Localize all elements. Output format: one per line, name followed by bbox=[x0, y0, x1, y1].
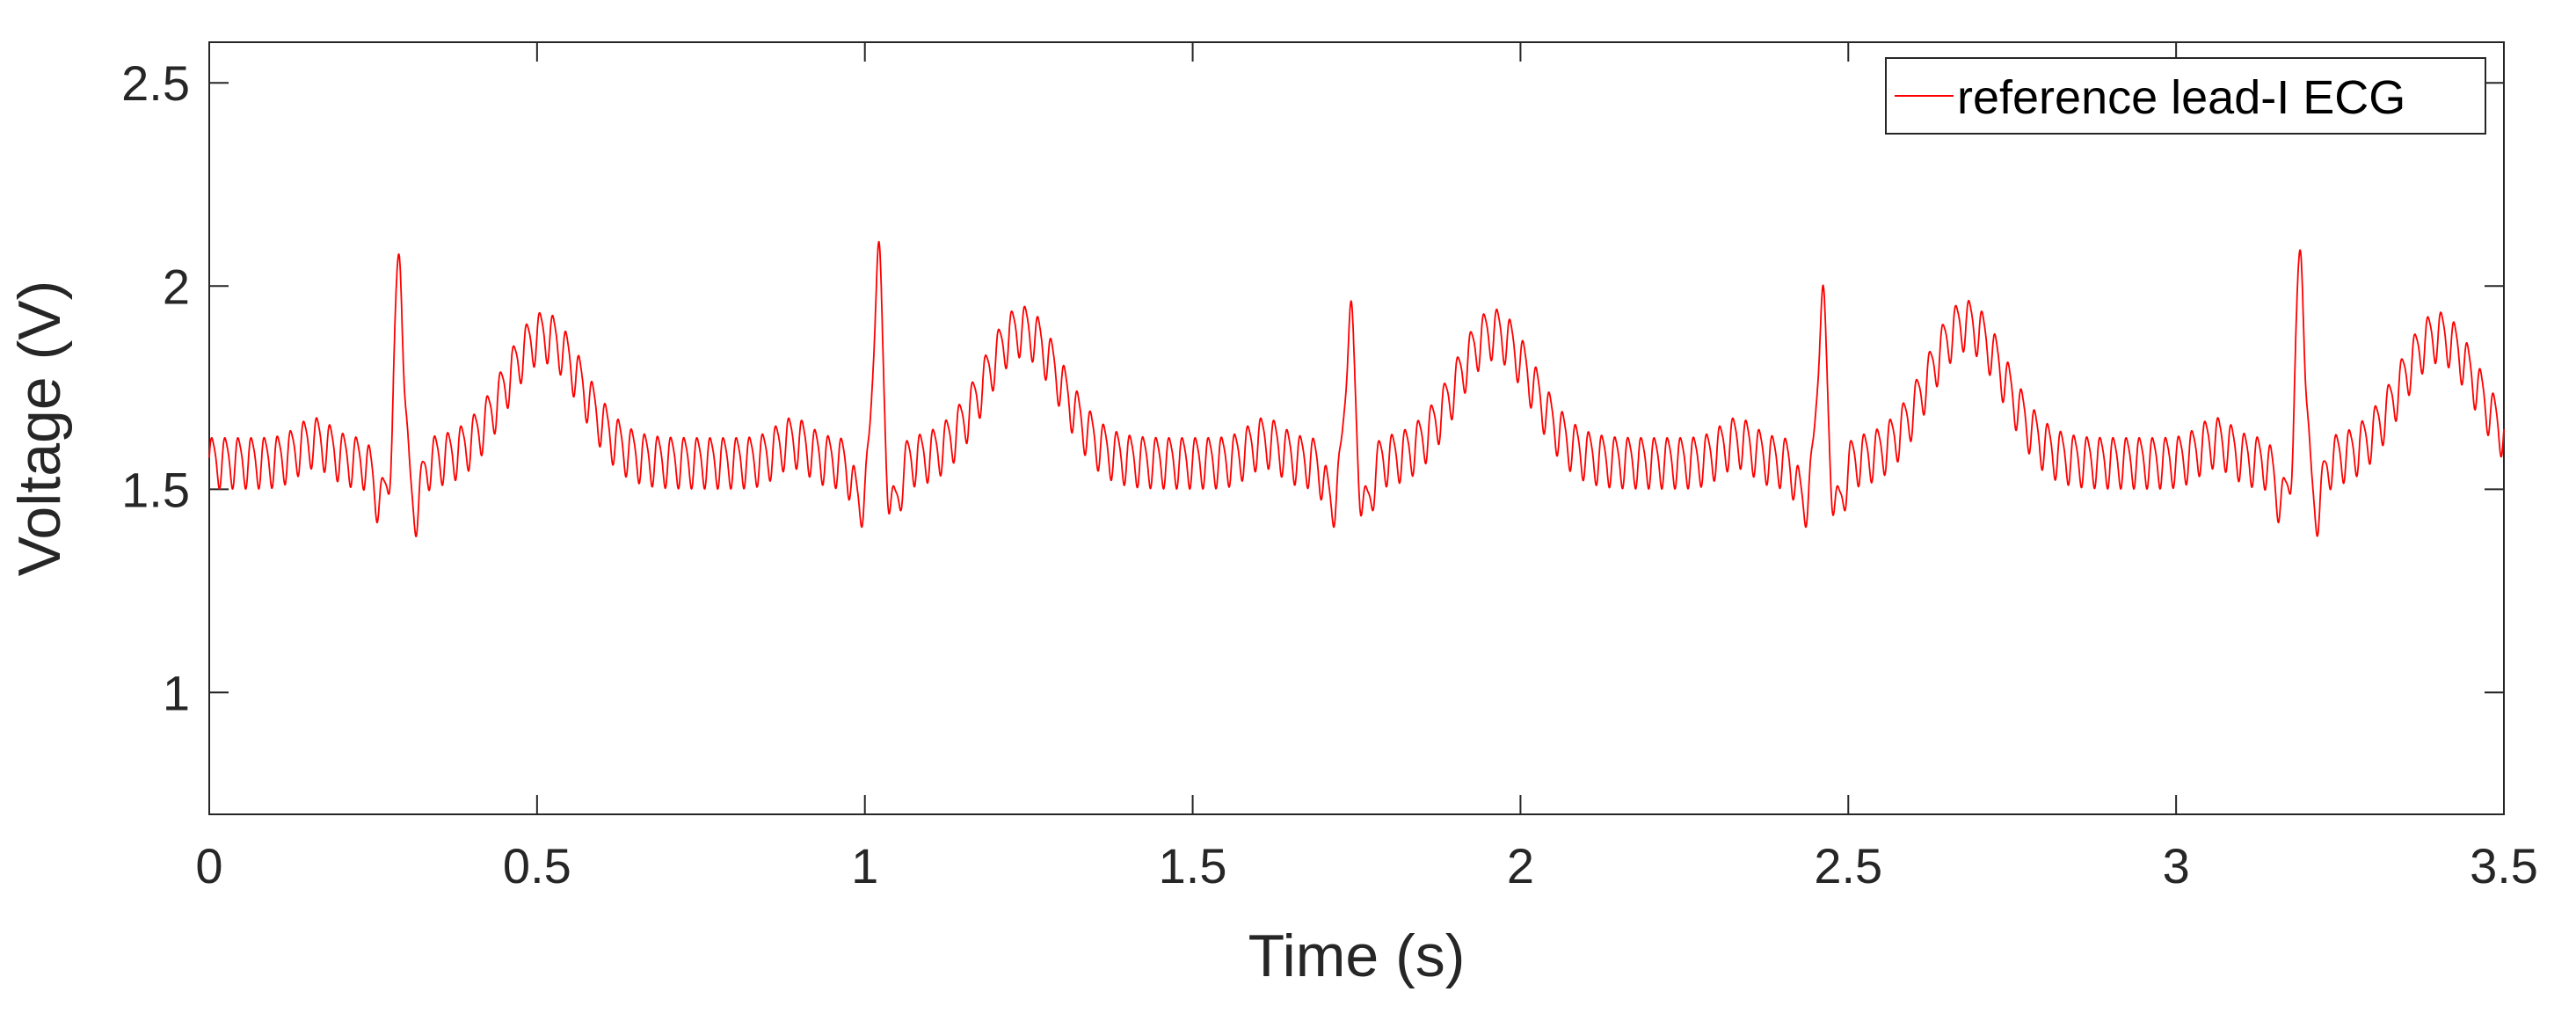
x-axis-ticks: 0 0.5 1 1.5 2 2.5 3 3.5 bbox=[195, 42, 2538, 893]
legend-label: reference lead-I ECG bbox=[1957, 71, 2405, 124]
x-tick-label: 2.5 bbox=[1814, 838, 1882, 893]
series-line-reference-lead-i-ecg bbox=[208, 240, 2505, 537]
legend-box bbox=[1885, 57, 2486, 135]
y-axis-label: Voltage (V) bbox=[6, 281, 73, 576]
y-tick-label: 1 bbox=[163, 665, 190, 720]
y-tick-label: 2.5 bbox=[121, 55, 190, 111]
y-axis-ticks: 1 1.5 2 2.5 bbox=[121, 55, 2504, 720]
plot-area: 0 0.5 1 1.5 2 2.5 3 3.5 1 1.5 2 2.5 bbox=[121, 41, 2538, 893]
x-tick-label: 0.5 bbox=[503, 838, 571, 893]
x-tick-label: 3.5 bbox=[2470, 838, 2538, 893]
y-tick-label: 1.5 bbox=[121, 462, 190, 517]
x-axis-label: Time (s) bbox=[1248, 923, 1466, 989]
y-tick-label: 2 bbox=[163, 259, 190, 314]
x-tick-label: 3 bbox=[2163, 838, 2190, 893]
legend: reference lead-I ECG bbox=[1885, 57, 2486, 135]
x-tick-label: 1 bbox=[851, 838, 878, 893]
x-tick-label: 0 bbox=[195, 838, 222, 893]
x-tick-label: 1.5 bbox=[1159, 838, 1227, 893]
x-tick-label: 2 bbox=[1507, 838, 1534, 893]
